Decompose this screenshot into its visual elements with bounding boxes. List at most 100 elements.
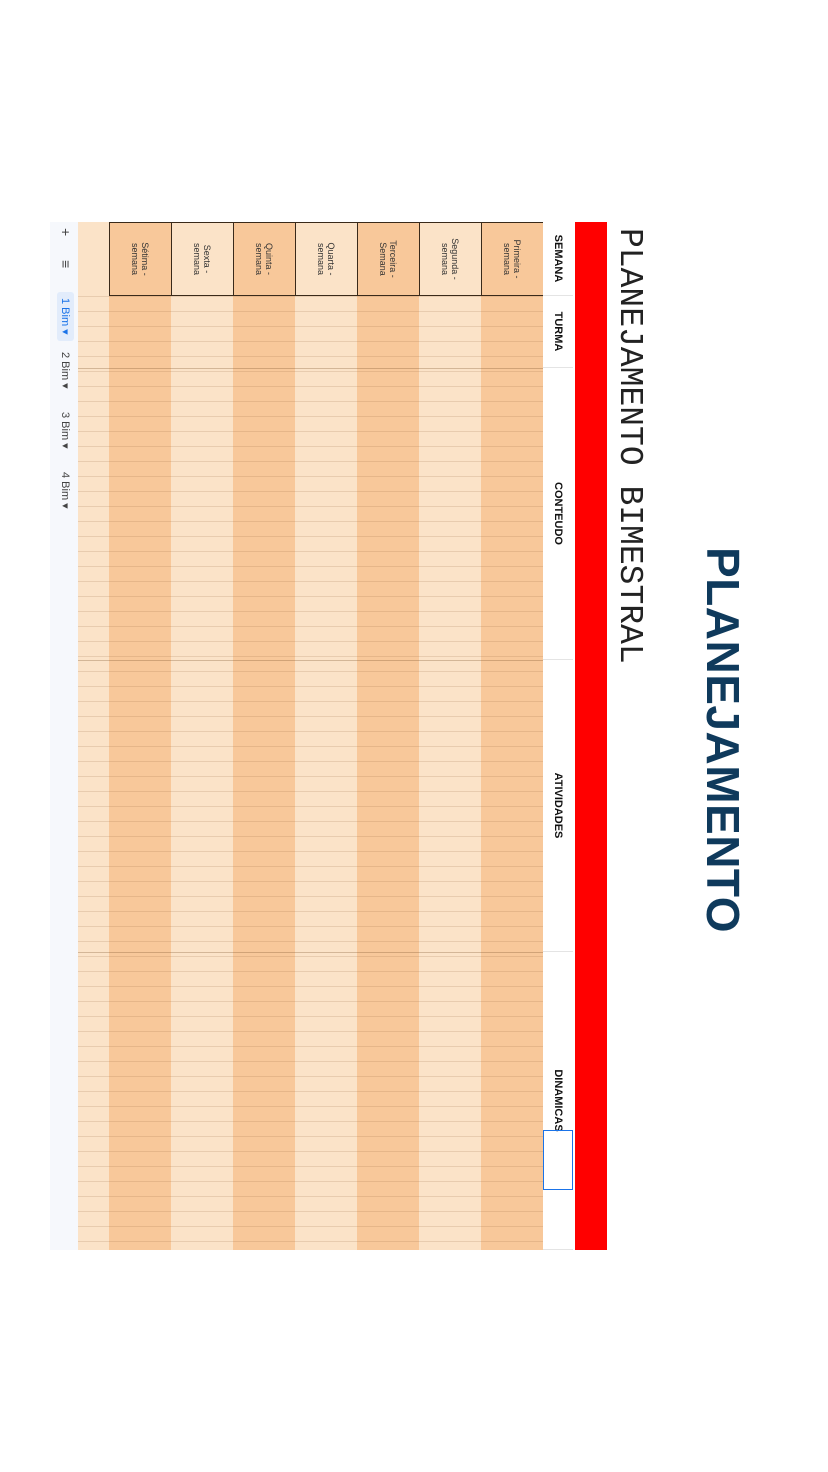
cell-line [171,611,233,612]
cell-line [233,956,295,957]
tab-icon[interactable]: ≡ [58,260,74,269]
cell-line [419,431,481,432]
title: PLANEJAMENTO [697,547,749,933]
cell-line [419,311,481,312]
cell-line [109,1151,171,1152]
cell-line [171,1046,233,1047]
column-line [233,368,295,369]
cell-line [78,1046,109,1047]
cell-line [233,1031,295,1032]
cell-line [171,521,233,522]
cell-line [357,1076,419,1077]
sheet-tab[interactable]: 2 Bim ▾ [59,352,71,389]
cell-line [171,1091,233,1092]
cell-line [295,371,357,372]
cell-line [295,806,357,807]
cell-line [109,761,171,762]
week-label: Sexta - semana [171,222,233,296]
cell-line [233,1226,295,1227]
cell-line [171,326,233,327]
cell-line [481,896,543,897]
cell-line [419,881,481,882]
cell-line [357,941,419,942]
cell-line [233,971,295,972]
column-line [419,660,481,661]
cell-line [233,326,295,327]
cell-line [481,1001,543,1002]
cell-line [481,1091,543,1092]
cell-line [109,521,171,522]
cell-line [419,1001,481,1002]
cell-line [171,701,233,702]
cell-line [233,596,295,597]
cell-line [171,1166,233,1167]
cell-line [419,806,481,807]
cell-line [78,1181,109,1182]
partial-row [78,222,109,1250]
cell-line [295,746,357,747]
cell-line [233,716,295,717]
cell-line [481,686,543,687]
cell-line [171,911,233,912]
cell-line [233,986,295,987]
cell-line [481,836,543,837]
cell-line [295,1226,357,1227]
column-line [233,952,295,953]
cell-line [171,506,233,507]
sheet-tab[interactable]: 1 Bim ▾ [57,292,74,341]
cell-line [109,731,171,732]
cell-line [419,1226,481,1227]
cell-line [481,971,543,972]
cell-line [419,716,481,717]
red-band [575,222,607,1250]
cell-line [109,866,171,867]
cell-line [357,746,419,747]
cell-line [481,731,543,732]
cell-line [109,566,171,567]
cell-line [419,701,481,702]
cell-line [78,566,109,567]
cell-line [78,401,109,402]
cell-line [295,341,357,342]
cell-line [419,521,481,522]
cell-line [419,461,481,462]
cell-line [171,791,233,792]
cell-line [233,851,295,852]
cell-line [109,1226,171,1227]
column-line [171,368,233,369]
cell-line [419,1121,481,1122]
cell-line [233,791,295,792]
cell-line [295,641,357,642]
cell-line [171,1076,233,1077]
cell-line [419,851,481,852]
cell-line [171,656,233,657]
cell-line [233,671,295,672]
sheet-tab[interactable]: 3 Bim ▾ [59,412,71,449]
column-line [171,952,233,953]
cell-line [78,1211,109,1212]
cell-line [171,416,233,417]
cell-line [233,581,295,582]
cell-line [109,971,171,972]
cell-line [357,656,419,657]
cell-line [233,911,295,912]
cell-line [78,1061,109,1062]
tab-icon[interactable]: + [58,228,74,237]
cell-line [233,611,295,612]
cell-line [481,446,543,447]
cell-line [233,386,295,387]
cell-line [357,1151,419,1152]
cell-line [78,776,109,777]
cell-line [78,1121,109,1122]
cell-line [419,341,481,342]
cell-line [109,656,171,657]
cell-line [233,401,295,402]
cell-line [295,476,357,477]
cell-line [419,476,481,477]
cell-line [233,521,295,522]
cell-line [357,1241,419,1242]
sheet-tab[interactable]: 4 Bim ▾ [59,472,71,509]
cell-line [481,776,543,777]
cell-line [171,1001,233,1002]
selected-cell[interactable] [543,1130,573,1190]
